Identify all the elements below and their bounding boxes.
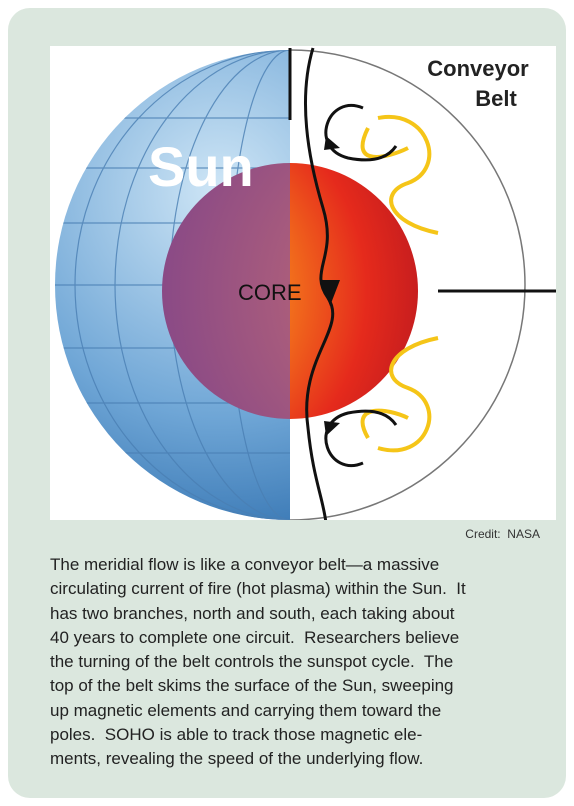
card: Sun CORE Conveyor Belt Credit: NASA The … xyxy=(8,8,566,798)
core-label: CORE xyxy=(238,280,302,305)
caption-line: ments, revealing the speed of the underl… xyxy=(50,747,466,771)
belt-label: Belt xyxy=(475,86,517,111)
caption-line: the turning of the belt controls the sun… xyxy=(50,650,466,674)
caption-line: poles. SOHO is able to track those magne… xyxy=(50,723,466,747)
credit: Credit: NASA xyxy=(465,527,540,541)
caption-line: circulating current of fire (hot plasma)… xyxy=(50,577,466,601)
caption: The meridial flow is like a conveyor bel… xyxy=(50,553,466,772)
belt-label: Conveyor xyxy=(427,56,529,81)
caption-line: up magnetic elements and carrying them t… xyxy=(50,699,466,723)
caption-line: The meridial flow is like a conveyor bel… xyxy=(50,553,466,577)
diagram: Sun CORE Conveyor Belt xyxy=(50,46,556,520)
sun-label: Sun xyxy=(148,135,254,198)
caption-line: 40 years to complete one circuit. Resear… xyxy=(50,626,466,650)
caption-line: has two branches, north and south, each … xyxy=(50,602,466,626)
caption-line: top of the belt skims the surface of the… xyxy=(50,674,466,698)
